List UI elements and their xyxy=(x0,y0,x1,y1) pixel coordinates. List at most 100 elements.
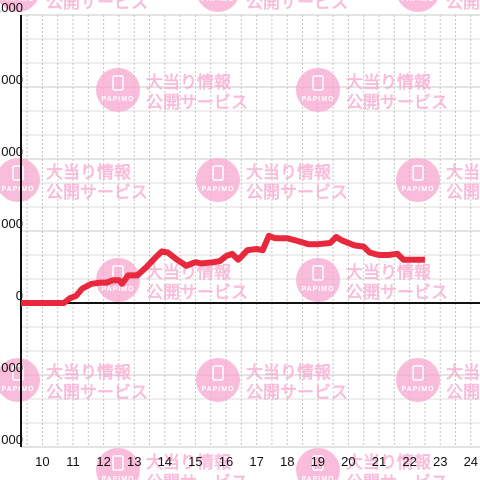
watermark-title: 大当り情報 xyxy=(346,72,432,93)
watermark-title: 大当り情報 xyxy=(346,262,432,283)
watermark-subtitle: 公開サービス xyxy=(46,383,148,403)
x-tick-label: 13 xyxy=(127,454,141,469)
series-line xyxy=(21,232,425,306)
y-tick-label: 6,000 xyxy=(0,144,23,159)
watermark-logo-text: PAPIMO xyxy=(101,476,134,480)
phone-icon xyxy=(312,75,324,91)
watermark-logo-text: PAPIMO xyxy=(201,186,234,193)
watermark-logo-text: PAPIMO xyxy=(1,186,34,193)
x-tick-label: 14 xyxy=(158,454,172,469)
phone-icon xyxy=(312,265,324,281)
watermark-subtitle: 公開サービス xyxy=(246,183,348,203)
x-tick-label: 23 xyxy=(433,454,447,469)
watermark-subtitle: 公開サービス xyxy=(346,473,448,480)
y-tick-label: 0 xyxy=(16,288,23,303)
watermark-badge xyxy=(296,448,340,480)
watermark-logo-text: PAPIMO xyxy=(301,96,334,103)
watermark-subtitle: 公開サービス xyxy=(46,0,148,13)
watermark-subtitle: 公開サービス xyxy=(146,93,248,113)
x-tick-label: 20 xyxy=(341,454,355,469)
x-tick-label: 19 xyxy=(311,454,325,469)
watermark-subtitle: 公開サービス xyxy=(346,283,448,303)
x-tick-label: 21 xyxy=(372,454,386,469)
axes xyxy=(20,15,480,447)
x-tick-label: 12 xyxy=(96,454,110,469)
x-tick-label: 15 xyxy=(188,454,202,469)
x-tick-label: 10 xyxy=(35,454,49,469)
watermark-title: 大当り情報 xyxy=(346,452,432,473)
phone-icon xyxy=(412,165,424,181)
watermark-logo-text: PAPIMO xyxy=(101,286,134,293)
watermark-logo-text: PAPIMO xyxy=(1,386,34,393)
watermark-logo-text: PAPIMO xyxy=(301,476,334,480)
watermark-badge xyxy=(198,0,238,12)
watermark-logo-text: PAPIMO xyxy=(101,96,134,103)
phone-icon xyxy=(12,165,24,181)
watermark-logo-text: PAPIMO xyxy=(401,186,434,193)
watermark-subtitle: 公開サービス xyxy=(146,283,248,303)
watermark-badge xyxy=(398,0,438,12)
watermark-subtitle: 公開サービス xyxy=(246,383,348,403)
x-tick-label: 18 xyxy=(280,454,294,469)
x-tick-label: 11 xyxy=(66,454,80,469)
y-tick-label: 9,000 xyxy=(0,72,23,87)
y-tick-label: -3,000 xyxy=(0,360,23,375)
watermark-title: 大当り情報 xyxy=(446,162,480,183)
x-tick-label: 22 xyxy=(402,454,416,469)
watermark-title: 大当り情報 xyxy=(146,72,232,93)
watermark-subtitle: 公開サービス xyxy=(446,0,480,13)
y-tick-label: 3,000 xyxy=(0,216,23,231)
y-tick-label: -6,000 xyxy=(0,432,23,447)
watermark-title: 大当り情報 xyxy=(46,162,132,183)
watermark-title: 大当り情報 xyxy=(246,162,332,183)
watermark-title: 大当り情報 xyxy=(446,362,480,383)
watermark-logo-text: PAPIMO xyxy=(301,286,334,293)
watermark-subtitle: 公開サービス xyxy=(346,93,448,113)
phone-icon xyxy=(212,165,224,181)
x-tick-label: 17 xyxy=(249,454,263,469)
watermark-badge xyxy=(96,448,140,480)
tick-labels: -6,000 -3,000 0 3,000 6,000 9,000 12,000 10 11 12… xyxy=(0,0,478,469)
phone-icon xyxy=(112,455,124,471)
phone-icon xyxy=(112,75,124,91)
watermark-subtitle: 公開サービス xyxy=(446,183,480,203)
watermark-subtitle: 公開サービス xyxy=(46,183,148,203)
x-tick-label: 24 xyxy=(464,454,478,469)
phone-icon xyxy=(212,365,224,381)
watermark-logo-text: PAPIMO xyxy=(401,386,434,393)
watermark-title: 大当り情報 xyxy=(146,262,232,283)
phone-icon xyxy=(312,455,324,471)
watermark-logo-text: PAPIMO xyxy=(201,386,234,393)
watermark-subtitle: 公開サービス xyxy=(446,383,480,403)
series-group xyxy=(21,232,425,306)
y-tick-label: 12,000 xyxy=(0,0,23,15)
watermark-logo-text: PAPIMO xyxy=(401,0,434,3)
x-tick-label: 16 xyxy=(219,454,233,469)
watermark-title: 大当り情報 xyxy=(246,362,332,383)
watermark-logo-text: PAPIMO xyxy=(1,0,34,3)
grid xyxy=(21,14,480,448)
phone-icon xyxy=(12,365,24,381)
watermark-subtitle: 公開サービス xyxy=(146,473,248,480)
phone-icon xyxy=(412,365,424,381)
watermark-subtitle: 公開サービス xyxy=(246,0,348,13)
watermark-title: 大当り情報 xyxy=(46,362,132,383)
watermark-title: 大当り情報 xyxy=(146,452,232,473)
watermark-badge xyxy=(0,0,38,12)
